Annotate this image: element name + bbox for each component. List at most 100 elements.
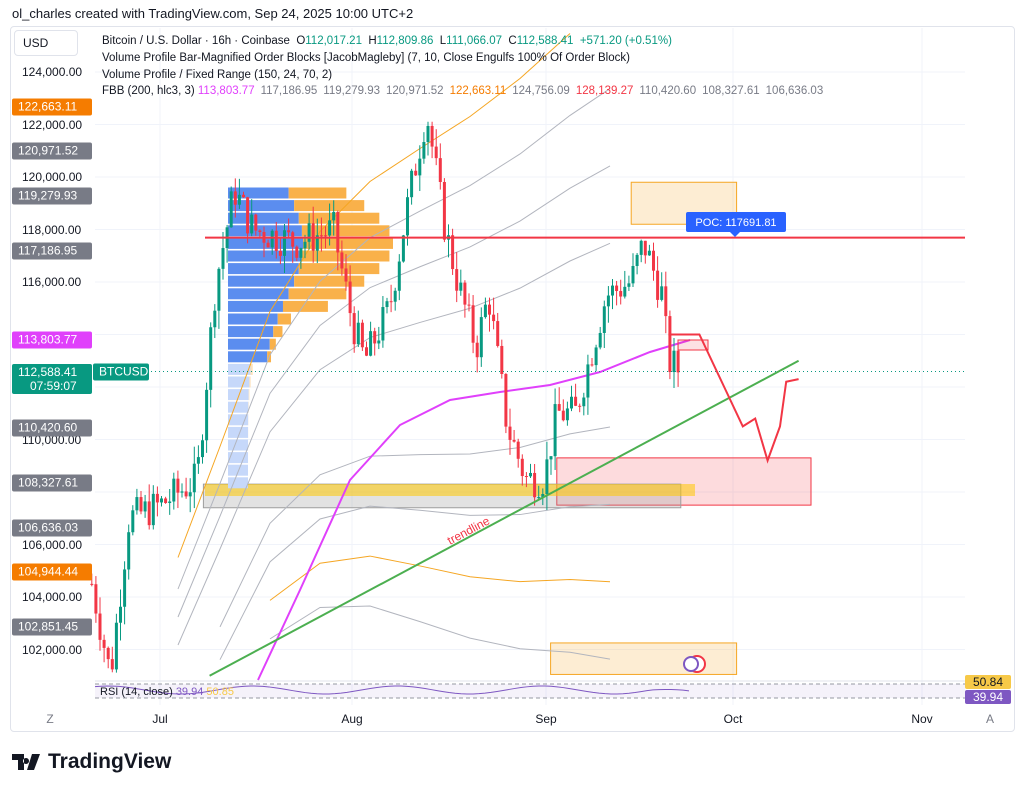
volume-profile-up bbox=[228, 300, 283, 312]
candle-body bbox=[352, 313, 356, 345]
volume-profile-down bbox=[288, 288, 347, 300]
candle-body bbox=[176, 478, 180, 493]
fbb-band bbox=[219, 426, 611, 628]
candle-body bbox=[102, 639, 106, 648]
candle-body bbox=[151, 493, 155, 526]
candle-body bbox=[434, 146, 438, 159]
candle-body bbox=[574, 396, 578, 406]
candle-body bbox=[369, 331, 373, 356]
volume-profile-down bbox=[277, 313, 291, 325]
candle-body bbox=[459, 282, 463, 291]
candle-body bbox=[471, 305, 475, 343]
volume-profile-up bbox=[228, 288, 289, 300]
candle-body bbox=[192, 463, 196, 493]
candle-body bbox=[328, 220, 332, 236]
auto-scale-toggle[interactable]: A bbox=[985, 712, 995, 726]
candle-body bbox=[676, 350, 680, 373]
candle-body bbox=[365, 347, 368, 356]
symbol-legend[interactable]: Bitcoin / U.S. Dollar · 16h · Coinbase O… bbox=[102, 35, 672, 47]
candle-body bbox=[582, 397, 586, 407]
candle-body bbox=[647, 250, 651, 256]
volume-profile-up bbox=[228, 225, 302, 237]
candle-body bbox=[180, 491, 184, 493]
candle-body bbox=[114, 622, 118, 670]
price-badge: 120,971.52 bbox=[12, 142, 92, 160]
fbb-value: 117,186.95 bbox=[260, 85, 318, 97]
price-tick: 116,000.00 bbox=[22, 275, 82, 289]
zoom-toggle[interactable]: Z bbox=[46, 712, 54, 726]
fbb-band bbox=[177, 165, 611, 618]
fbb-basis bbox=[257, 339, 691, 681]
volume-profile-up bbox=[228, 363, 251, 375]
fbb-band bbox=[269, 605, 611, 660]
change-value: +571.20 (+0.51%) bbox=[579, 35, 672, 47]
candle-body bbox=[315, 235, 319, 251]
candle-body bbox=[541, 494, 545, 498]
candle-body bbox=[602, 306, 606, 333]
candle-body bbox=[586, 364, 590, 398]
candle-body bbox=[119, 606, 122, 623]
price-badge: 106,636.03 bbox=[12, 519, 92, 537]
candle-body bbox=[356, 322, 360, 345]
candle-body bbox=[229, 191, 233, 228]
candle-body bbox=[340, 252, 344, 269]
candle-body bbox=[504, 373, 508, 427]
candle-body bbox=[299, 248, 303, 258]
trendline bbox=[209, 359, 800, 677]
price-badge: 119,279.93 bbox=[12, 187, 92, 205]
rsi-band bbox=[95, 684, 965, 698]
candle-body bbox=[139, 497, 143, 512]
last-price: 112,588.41 bbox=[18, 364, 78, 379]
zone-target bbox=[556, 457, 812, 506]
volume-profile-down bbox=[249, 376, 251, 388]
candle-body bbox=[668, 316, 672, 373]
volume-profile-up bbox=[228, 263, 299, 275]
rsi-legend[interactable]: RSI (14, close) 39.94 50.85 bbox=[100, 686, 234, 698]
candle-body bbox=[639, 240, 643, 255]
volume-profile-down bbox=[282, 300, 328, 312]
candle-body bbox=[123, 569, 127, 607]
credit-line: ol_charles created with TradingView.com,… bbox=[12, 6, 414, 21]
volume-profile-up bbox=[228, 376, 250, 388]
price-badge: 104,944.44 bbox=[12, 563, 92, 581]
fbb-value: 128,139.27 bbox=[575, 85, 634, 97]
candle-body bbox=[90, 583, 94, 585]
volume-profile-up bbox=[228, 401, 249, 413]
candle-body bbox=[426, 125, 430, 143]
indicator-legend-2[interactable]: Volume Profile / Fixed Range (150, 24, 7… bbox=[102, 69, 333, 81]
price-tick: 102,000.00 bbox=[22, 642, 83, 657]
event-flag-icon bbox=[683, 656, 699, 672]
volume-profile-up bbox=[228, 237, 303, 249]
candle-body bbox=[307, 223, 311, 242]
indicator-legend-1[interactable]: Volume Profile Bar-Magnified Order Block… bbox=[102, 52, 630, 64]
candle-body bbox=[401, 235, 405, 262]
candle-body bbox=[611, 285, 614, 296]
fbb-value: 122,663.11 bbox=[449, 85, 507, 97]
time-tick: Oct bbox=[723, 712, 743, 726]
volume-profile-up bbox=[228, 389, 249, 401]
candle-body bbox=[217, 268, 221, 311]
time-tick: Sep bbox=[535, 712, 557, 726]
candle-body bbox=[98, 613, 102, 640]
price-badge: 108,327.61 bbox=[12, 474, 92, 492]
currency-button[interactable]: USD bbox=[14, 30, 78, 56]
price-badge: 113,803.77 bbox=[12, 331, 92, 349]
fbb-band bbox=[177, 88, 611, 590]
volume-profile-up bbox=[228, 414, 249, 426]
candle-body bbox=[500, 345, 504, 374]
rsi-ma-badge: 50.84 bbox=[965, 675, 1011, 689]
candle-body bbox=[168, 501, 172, 503]
candle-body bbox=[278, 250, 282, 256]
candle-body bbox=[295, 246, 299, 258]
volume-profile-down bbox=[288, 187, 347, 199]
time-tick: Aug bbox=[341, 712, 363, 726]
candle-body bbox=[488, 304, 491, 315]
fbb-band bbox=[177, 33, 571, 558]
candle-body bbox=[172, 478, 176, 502]
candle-body bbox=[324, 235, 327, 237]
candle-body bbox=[561, 410, 565, 421]
indicator-legend-3[interactable]: FBB (200, hlc3, 3) 113,803.77 117,186.95 1… bbox=[102, 85, 824, 97]
tradingview-logo[interactable]: TradingView bbox=[12, 750, 171, 774]
candle-body bbox=[287, 230, 291, 233]
